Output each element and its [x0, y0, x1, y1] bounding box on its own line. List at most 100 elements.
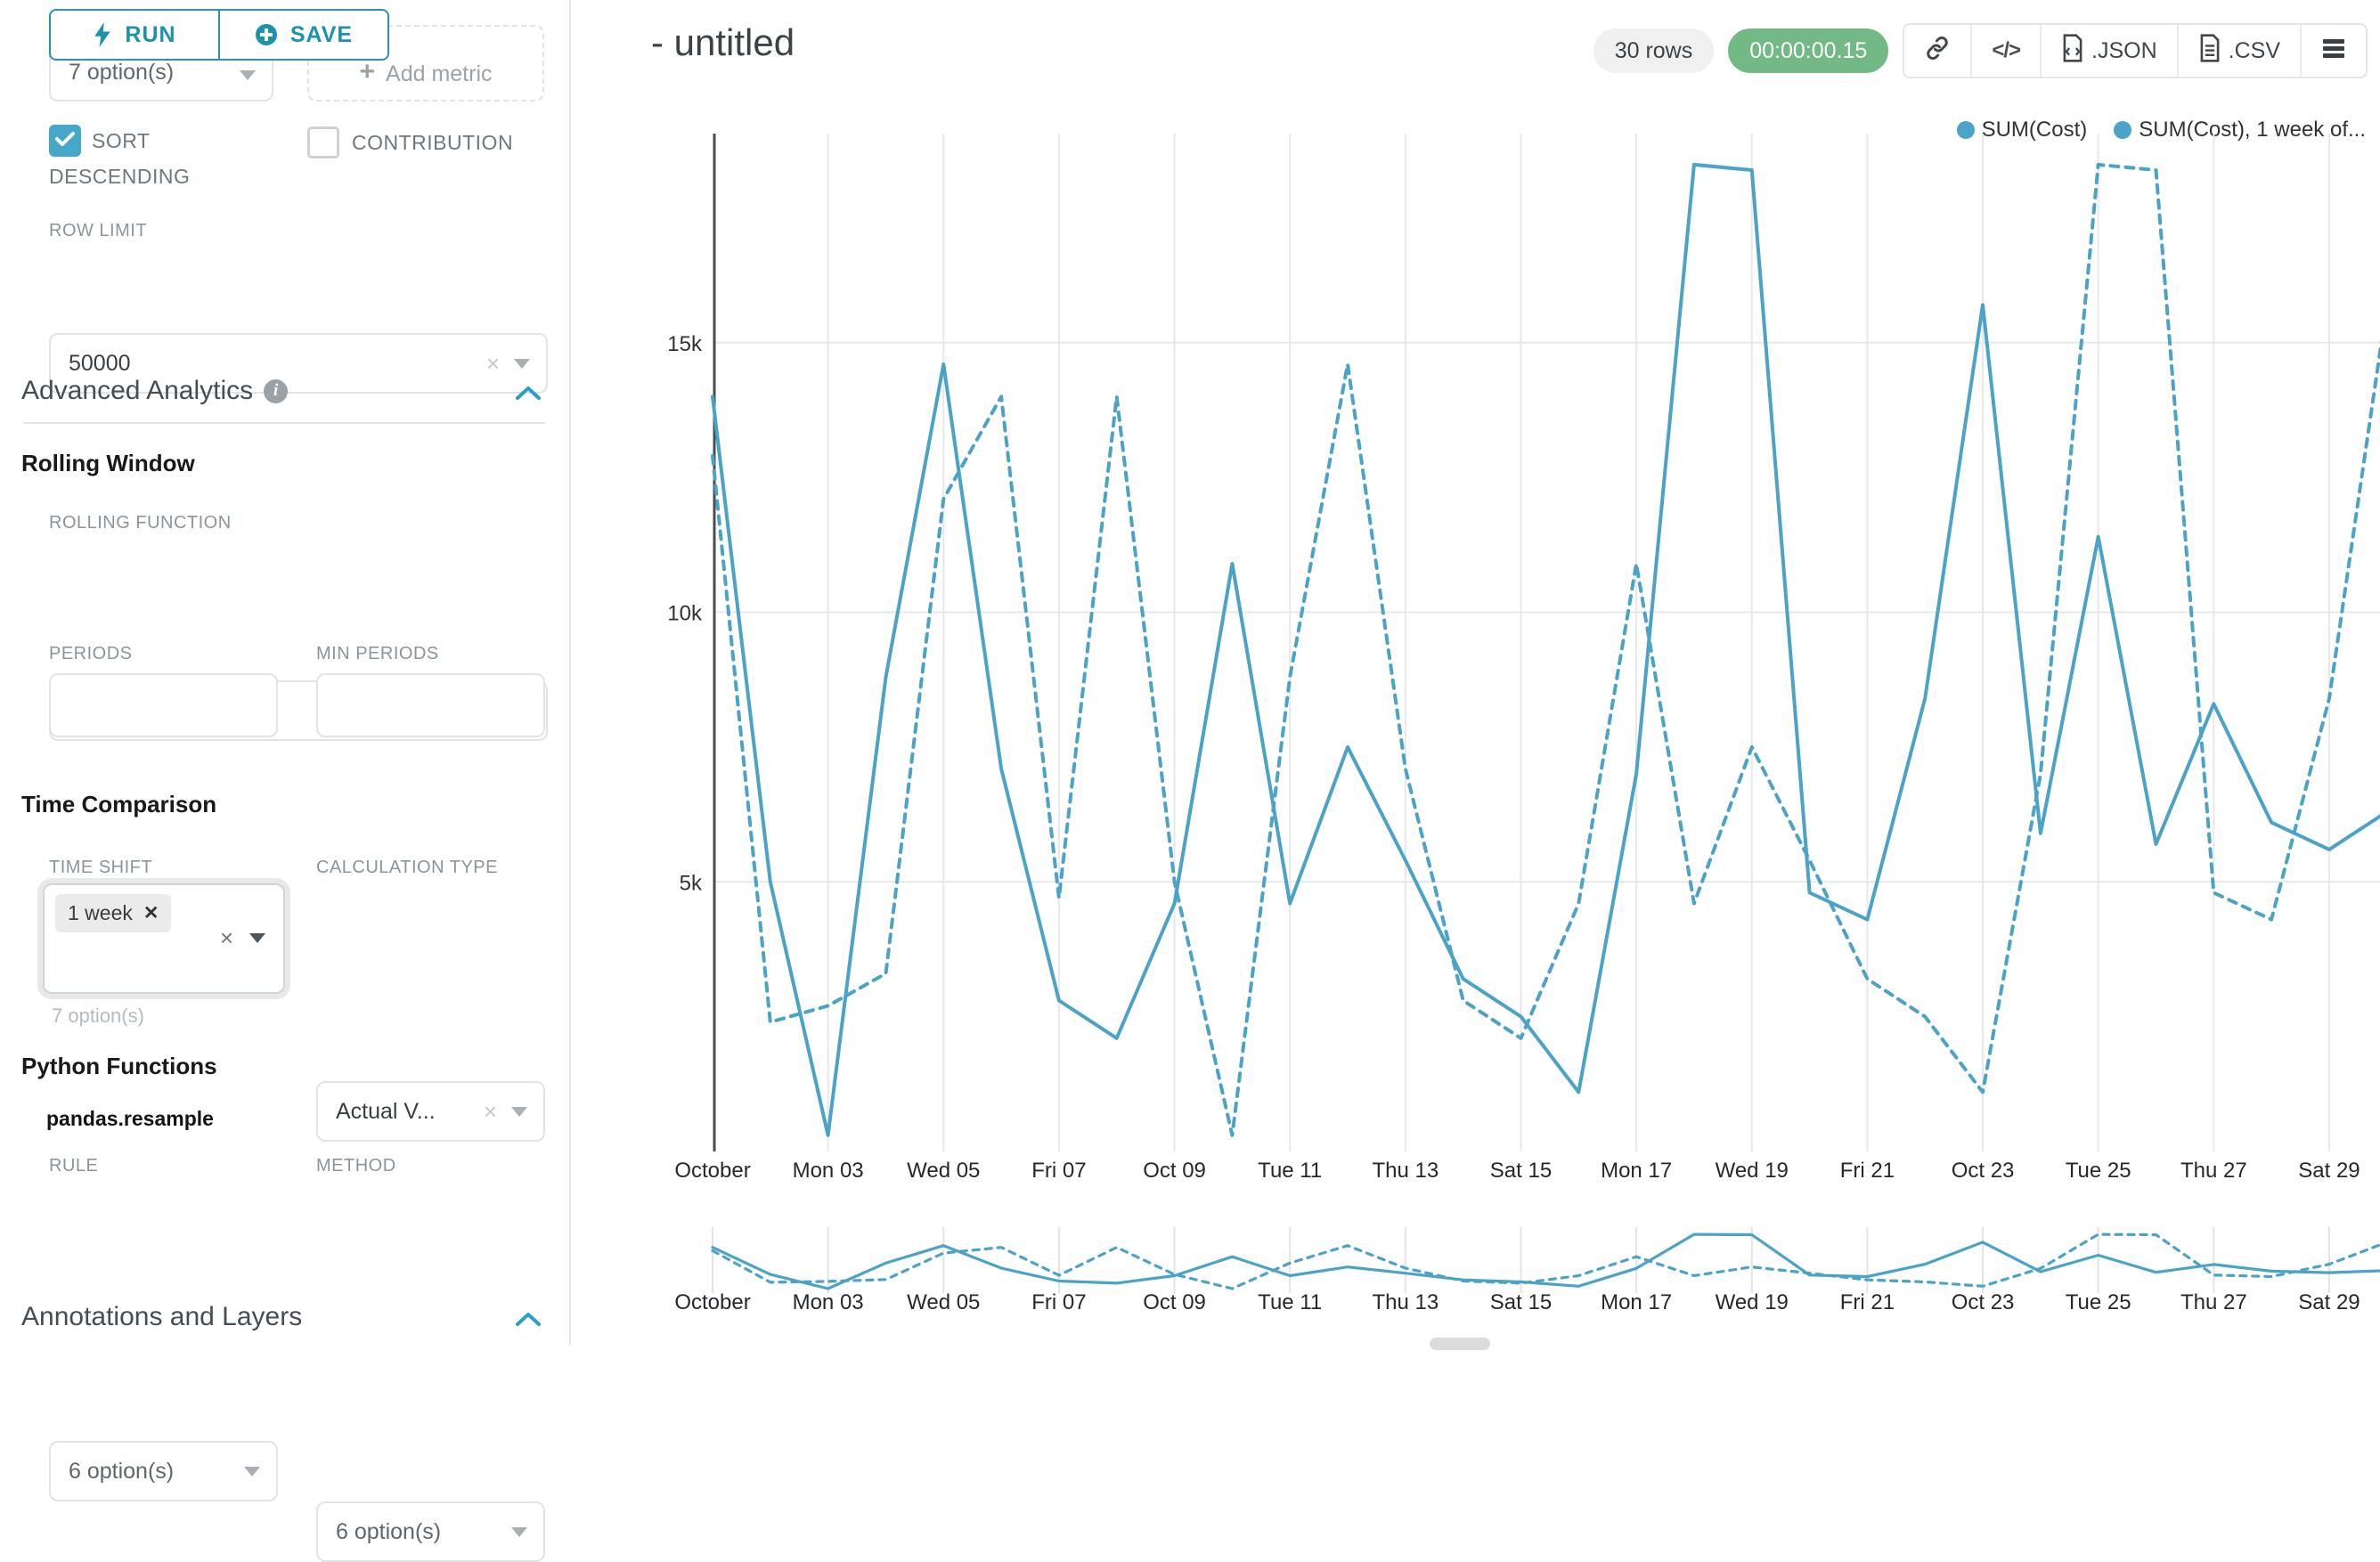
csv-file-icon: [2198, 34, 2221, 69]
periods-label: PERIODS: [49, 644, 133, 664]
chart-menu-button[interactable]: [2300, 25, 2366, 77]
time-shift-select[interactable]: 1 week ✕ ×: [43, 883, 285, 994]
svg-text:Thu 13: Thu 13: [1372, 1290, 1439, 1314]
svg-text:Tue 25: Tue 25: [2066, 1159, 2131, 1183]
method-value: 6 option(s): [336, 1519, 441, 1545]
chart-title[interactable]: - untitled: [651, 21, 795, 64]
plus-circle-icon: [255, 23, 278, 46]
time-shift-tag-label: 1 week: [68, 901, 133, 925]
export-tool-group: </> .JSON .CSV: [1903, 23, 2368, 78]
control-sidebar: RUN SAVE 7 option(s) + Add metric SORT D…: [0, 0, 571, 1345]
svg-text:Tue 25: Tue 25: [2066, 1290, 2131, 1314]
plus-icon: +: [359, 57, 375, 87]
svg-text:Oct 09: Oct 09: [1143, 1290, 1206, 1314]
min-periods-input[interactable]: [316, 673, 545, 737]
svg-text:Fri 07: Fri 07: [1031, 1159, 1086, 1183]
svg-text:October: October: [674, 1159, 750, 1183]
link-icon: [1924, 35, 1951, 68]
svg-text:Wed 19: Wed 19: [1716, 1159, 1789, 1183]
advanced-analytics-title: Advanced Analytics: [21, 376, 253, 406]
rule-value: 6 option(s): [69, 1459, 174, 1485]
time-shift-label: TIME SHIFT: [49, 858, 152, 878]
view-query-button[interactable]: </>: [1970, 25, 2040, 77]
chart-header-actions: 30 rows 00:00:00.15 </>: [1593, 23, 2368, 78]
json-button-label: .JSON: [2091, 38, 2157, 64]
method-select[interactable]: 6 option(s): [316, 1501, 545, 1562]
rule-label: RULE: [49, 1156, 98, 1176]
chart-panel: - untitled 30 rows 00:00:00.15 </>: [573, 0, 2380, 1345]
section-divider: [23, 422, 545, 424]
svg-text:15k: 15k: [667, 332, 703, 356]
save-button[interactable]: SAVE: [218, 11, 387, 59]
code-icon: </>: [1992, 38, 2020, 63]
query-timer-badge: 00:00:00.15: [1728, 28, 1888, 73]
clear-icon[interactable]: ×: [220, 926, 233, 949]
time-shift-helper: 7 option(s): [52, 1005, 144, 1028]
checkbox-empty-icon[interactable]: [307, 126, 339, 159]
sort-descending-checkbox-field[interactable]: SORT DESCENDING: [49, 125, 272, 196]
run-button-label: RUN: [125, 22, 175, 48]
row-limit-value: 50000: [69, 351, 131, 377]
svg-text:Thu 27: Thu 27: [2180, 1159, 2247, 1183]
svg-text:Thu 27: Thu 27: [2180, 1290, 2247, 1314]
contribution-checkbox-field[interactable]: CONTRIBUTION: [307, 126, 513, 159]
advanced-analytics-header[interactable]: Advanced Analytics i: [21, 376, 288, 406]
save-button-label: SAVE: [290, 22, 353, 48]
calculation-type-label: CALCULATION TYPE: [316, 858, 498, 878]
svg-text:Oct 23: Oct 23: [1952, 1159, 2015, 1183]
svg-text:Fri 21: Fri 21: [1840, 1159, 1895, 1183]
row-limit-label: ROW LIMIT: [49, 221, 147, 241]
svg-text:10k: 10k: [667, 602, 703, 626]
run-button[interactable]: RUN: [51, 11, 218, 59]
svg-text:Sat 15: Sat 15: [1490, 1159, 1552, 1183]
checkbox-checked-icon[interactable]: [49, 125, 81, 157]
svg-text:Tue 11: Tue 11: [1258, 1290, 1322, 1314]
run-save-button-group: RUN SAVE: [49, 9, 389, 61]
annotations-header[interactable]: Annotations and Layers: [21, 1302, 302, 1332]
time-comparison-title: Time Comparison: [21, 791, 216, 818]
python-functions-title: Python Functions: [21, 1053, 217, 1080]
rolling-function-label: ROLLING FUNCTION: [49, 513, 232, 533]
info-icon[interactable]: i: [264, 379, 288, 403]
calculation-type-select[interactable]: Actual V... ×: [316, 1081, 545, 1142]
clear-icon[interactable]: ×: [486, 352, 500, 375]
rule-select[interactable]: 6 option(s): [49, 1441, 278, 1501]
remove-tag-icon[interactable]: ✕: [143, 902, 159, 924]
add-metric-label: Add metric: [386, 61, 492, 87]
svg-text:Wed 19: Wed 19: [1716, 1290, 1789, 1314]
svg-text:Tue 11: Tue 11: [1258, 1159, 1322, 1183]
export-json-button[interactable]: .JSON: [2040, 25, 2177, 77]
annotations-title: Annotations and Layers: [21, 1302, 302, 1332]
svg-text:Oct 23: Oct 23: [1952, 1290, 2015, 1314]
contribution-label: CONTRIBUTION: [352, 131, 513, 155]
share-link-button[interactable]: [1904, 25, 1970, 77]
svg-text:Mon 17: Mon 17: [1601, 1290, 1672, 1314]
json-file-icon: [2061, 34, 2084, 69]
method-label: METHOD: [316, 1156, 396, 1176]
svg-text:Mon 17: Mon 17: [1601, 1159, 1672, 1183]
svg-text:Wed 05: Wed 05: [907, 1290, 980, 1314]
svg-text:Fri 07: Fri 07: [1031, 1290, 1086, 1314]
periods-input[interactable]: [49, 673, 278, 737]
collapse-chevron-up-icon[interactable]: [515, 1311, 542, 1327]
rolling-window-title: Rolling Window: [21, 450, 195, 477]
csv-button-label: .CSV: [2229, 38, 2280, 64]
min-periods-label: MIN PERIODS: [316, 644, 439, 664]
time-shift-tag: 1 week ✕: [55, 894, 171, 932]
collapse-chevron-up-icon[interactable]: [515, 385, 542, 401]
svg-text:Sat 29: Sat 29: [2298, 1159, 2360, 1183]
pandas-resample-label: pandas.resample: [46, 1107, 214, 1131]
svg-text:Sat 29: Sat 29: [2298, 1290, 2360, 1314]
chevron-down-icon: [240, 70, 256, 80]
clear-icon[interactable]: ×: [484, 1100, 497, 1123]
export-csv-button[interactable]: .CSV: [2177, 25, 2300, 77]
svg-text:Mon 03: Mon 03: [793, 1290, 864, 1314]
svg-text:5k: 5k: [680, 871, 703, 895]
chevron-down-icon: [511, 1107, 527, 1117]
horizontal-scrollbar-thumb[interactable]: [1430, 1338, 1490, 1350]
svg-text:Wed 05: Wed 05: [907, 1159, 980, 1183]
calculation-type-value: Actual V...: [336, 1099, 436, 1125]
svg-text:Oct 09: Oct 09: [1143, 1159, 1206, 1183]
row-count-badge: 30 rows: [1593, 28, 1715, 73]
